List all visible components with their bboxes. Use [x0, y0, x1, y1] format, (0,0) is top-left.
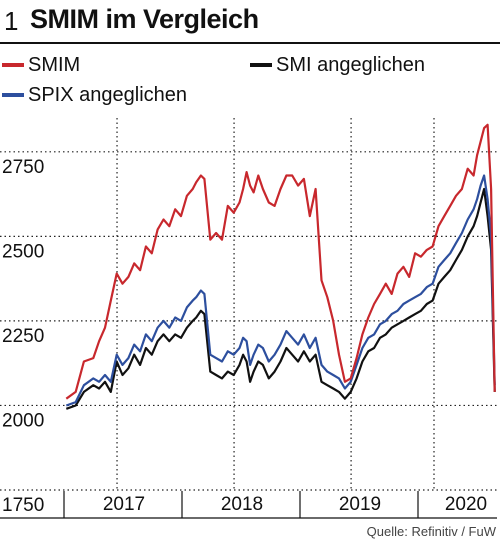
series-line [65, 187, 496, 410]
x-tick-label: 2017 [103, 494, 145, 515]
source-note: Quelle: Refinitiv / FuW [366, 524, 496, 539]
x-tick-label: 2020 [445, 494, 487, 515]
legend-label-spix: SPIX angeglichen [28, 84, 188, 106]
y-tick-label: 2250 [2, 326, 44, 347]
x-tick-label: 2018 [221, 494, 263, 515]
legend: SMIM SMI angeglichen SPIX angeglichen [0, 50, 500, 116]
series-line [65, 174, 496, 407]
legend-swatch-spix [2, 93, 24, 97]
series-line [65, 123, 496, 400]
y-tick-label: 1750 [2, 495, 44, 516]
chart-header: 1 SMIM im Vergleich [0, 0, 500, 44]
legend-swatch-smi [250, 63, 272, 67]
title-rule [0, 42, 500, 44]
legend-swatch-smim [2, 63, 24, 67]
legend-label-smi: SMI angeglichen [276, 54, 425, 76]
y-tick-label: 2500 [2, 241, 44, 262]
x-tick-label: 2019 [339, 494, 381, 515]
chart-title: SMIM im Vergleich [30, 4, 259, 34]
y-tick-label: 2750 [2, 157, 44, 178]
y-tick-label: 2000 [2, 410, 44, 431]
chart-number: 1 [4, 6, 19, 36]
legend-label-smim: SMIM [28, 54, 81, 76]
